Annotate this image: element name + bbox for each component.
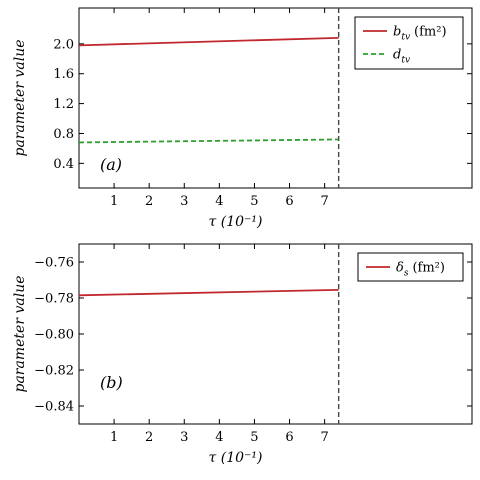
x-tick-label: 4 xyxy=(215,194,223,209)
y-tick-label: −0.80 xyxy=(34,328,74,343)
y-tick-label: 0.8 xyxy=(53,127,74,142)
y-axis-label: parameter value xyxy=(12,40,28,157)
series-line-2 xyxy=(78,138,339,144)
y-tick-label: 1.2 xyxy=(53,97,74,112)
x-tick-label: 7 xyxy=(320,194,328,209)
x-tick-label: 5 xyxy=(250,194,258,209)
panel-b: 1 2 3 4 5 6 7 −0.76 −0.78 −0.80 −0.82 −0.84 δs (fm²) (… xyxy=(12,243,473,466)
series-line-1 xyxy=(78,36,339,47)
panel-a: 1 2 3 4 5 6 7 0.4 0.8 1.2 1.6 2.0 btv (fm²) dtv (a) τ (1… xyxy=(12,7,473,230)
panel-label: (b) xyxy=(100,373,123,392)
x-tick-label: 3 xyxy=(180,194,188,209)
y-axis-label: parameter value xyxy=(12,276,28,393)
x-tick-label: 3 xyxy=(180,430,188,445)
x-axis-label: τ (10⁻¹) xyxy=(209,450,263,466)
y-tick-label: 2.0 xyxy=(53,37,74,52)
y-tick-label: −0.82 xyxy=(34,364,74,379)
y-tick-label: −0.84 xyxy=(34,400,74,415)
x-tick-label: 5 xyxy=(250,430,258,445)
x-tick-label: 6 xyxy=(285,194,293,209)
x-tick-label: 7 xyxy=(320,430,328,445)
legend-label: δs (fm²) xyxy=(396,261,445,279)
x-tick-label: 1 xyxy=(110,430,118,445)
legend-label: btv (fm²) xyxy=(393,25,447,43)
x-tick-label: 1 xyxy=(110,194,118,209)
x-tick-label: 2 xyxy=(145,430,153,445)
y-tick-label: −0.76 xyxy=(34,256,74,271)
plot-frame xyxy=(78,7,473,189)
panel-label: (a) xyxy=(100,155,122,174)
y-tick-label: 0.4 xyxy=(53,157,74,172)
x-tick-label: 4 xyxy=(215,430,223,445)
legend: δs (fm²) xyxy=(357,252,464,282)
legend: btv (fm²) dtv xyxy=(354,16,464,70)
x-tick-label: 2 xyxy=(145,194,153,209)
series-line-1 xyxy=(78,289,339,297)
y-tick-label: 1.6 xyxy=(53,67,74,82)
x-tick-label: 6 xyxy=(285,430,293,445)
legend-label: dtv xyxy=(393,48,410,66)
y-tick-label: −0.78 xyxy=(34,292,74,307)
legend-box xyxy=(354,16,464,70)
x-axis-label: τ (10⁻¹) xyxy=(209,214,263,230)
